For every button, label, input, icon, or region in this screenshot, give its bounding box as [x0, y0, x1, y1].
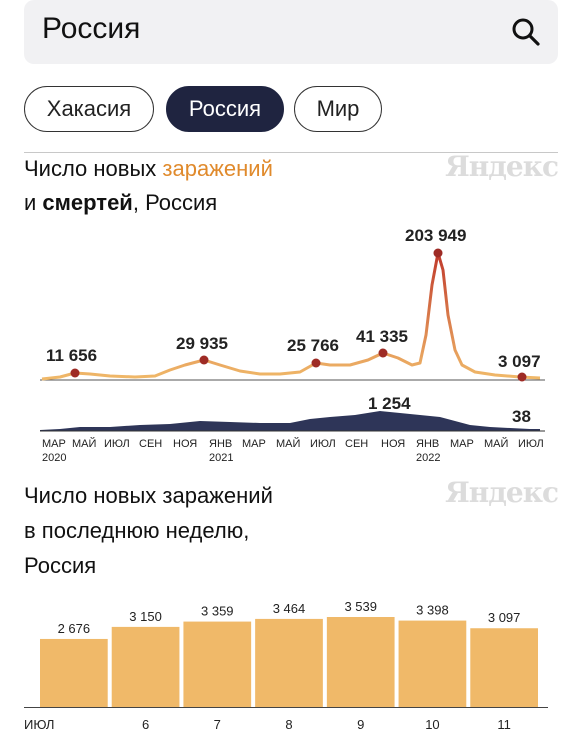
deaths-label: 1 254 — [368, 394, 411, 413]
bar-value-label: 3 359 — [201, 604, 234, 619]
peak-label: 3 097 — [498, 352, 541, 371]
infections-curve — [41, 251, 541, 381]
search-icon[interactable] — [510, 16, 542, 48]
x-tick: ИЮЛ — [518, 438, 544, 450]
chart2-title-line: Россия — [24, 553, 97, 578]
chart1-title-deaths: смертей — [42, 190, 133, 215]
x-tick: МАЙ — [276, 437, 300, 450]
peak-marker — [517, 372, 527, 382]
x-tick: МАЙ — [72, 437, 96, 450]
bar — [470, 628, 538, 707]
chip-russia[interactable]: Россия — [166, 86, 284, 132]
peak-marker — [433, 248, 443, 258]
bar-value-label: 2 676 — [58, 621, 91, 636]
infections-deaths-chart: 11 656 29 935 25 766 41 335 203 949 3 09… — [40, 226, 545, 464]
x-tick: МАР — [450, 438, 474, 450]
x-tick: ИЮЛ — [104, 438, 130, 450]
deaths-label: 38 — [512, 407, 531, 426]
chart1-title: Число новых заражений и смертей, Россия — [24, 152, 273, 220]
peak-label: 11 656 — [46, 346, 97, 365]
bar-value-label: 3 398 — [416, 603, 449, 618]
bar-value-label: 3 539 — [344, 599, 377, 614]
peak-label: 29 935 — [176, 334, 228, 353]
yandex-logo: Яндекс — [445, 476, 559, 509]
x-tick: ИЮЛ — [310, 438, 336, 450]
bar — [183, 621, 252, 707]
peak-marker — [199, 355, 209, 365]
chart1-title-infections: заражений — [162, 156, 273, 181]
x-tick: МАЙ — [484, 437, 508, 450]
peak-label: 203 949 — [405, 226, 466, 245]
peak-marker — [70, 368, 80, 378]
x-tick: СЕН — [139, 438, 162, 450]
bar — [255, 618, 323, 707]
bar-value-label: 3 097 — [488, 610, 521, 625]
weekly-bar-chart: 2 676 ИЮЛ 3 150 6 3 359 7 3 464 8 3 539 9 3 398 10 3… — [24, 599, 548, 732]
x-tick: СЕН — [345, 438, 368, 450]
peak-label: 25 766 — [287, 336, 339, 355]
bar — [326, 617, 395, 707]
bar-category-label: 8 — [285, 717, 292, 732]
chart1-title-prefix: Число новых — [24, 156, 163, 181]
x-year: 2020 — [42, 452, 66, 464]
x-year: 2021 — [209, 452, 233, 464]
x-tick: МАР — [42, 438, 66, 450]
search-input[interactable]: Россия — [42, 12, 141, 45]
peak-marker — [378, 348, 388, 358]
bar-category-label: 9 — [357, 717, 364, 732]
x-tick: НОЯ — [173, 438, 197, 450]
x-tick: ЯНВ — [209, 438, 232, 450]
x-tick: НОЯ — [381, 438, 405, 450]
bar-value-label: 3 464 — [273, 601, 306, 616]
bar — [111, 626, 180, 707]
bar-category-label: ИЮЛ — [24, 717, 54, 732]
chart2-title-line: в последнюю неделю, — [24, 518, 250, 543]
chart1-title-country: , Россия — [132, 190, 218, 215]
chart1-title-and: и — [24, 190, 43, 215]
chart2-title-line: Число новых заражений — [24, 483, 273, 508]
bar-category-label: 6 — [142, 717, 149, 732]
divider — [24, 152, 558, 153]
yandex-logo: Яндекс — [445, 150, 559, 183]
bar-category-label: 7 — [214, 717, 221, 732]
peak-label: 41 335 — [356, 327, 408, 346]
deaths-area — [40, 411, 540, 431]
bar — [40, 638, 108, 707]
x-tick: МАР — [242, 438, 266, 450]
chart2-title: Число новых заражений в последнюю неделю… — [24, 478, 273, 583]
chip-world[interactable]: Мир — [294, 86, 382, 132]
x-axis: МАР МАЙ ИЮЛ СЕН НОЯ ЯНВ МАР МАЙ ИЮЛ СЕН … — [42, 437, 544, 464]
x-year: 2022 — [416, 452, 440, 464]
peak-marker — [311, 358, 321, 368]
bar-value-label: 3 150 — [129, 609, 162, 624]
x-tick: ЯНВ — [416, 438, 439, 450]
bar — [398, 620, 467, 707]
chip-khakasia[interactable]: Хакасия — [24, 86, 154, 132]
search-bar[interactable]: Россия — [24, 0, 558, 64]
bar-category-label: 10 — [425, 717, 439, 732]
bar-category-label: 11 — [497, 717, 511, 732]
